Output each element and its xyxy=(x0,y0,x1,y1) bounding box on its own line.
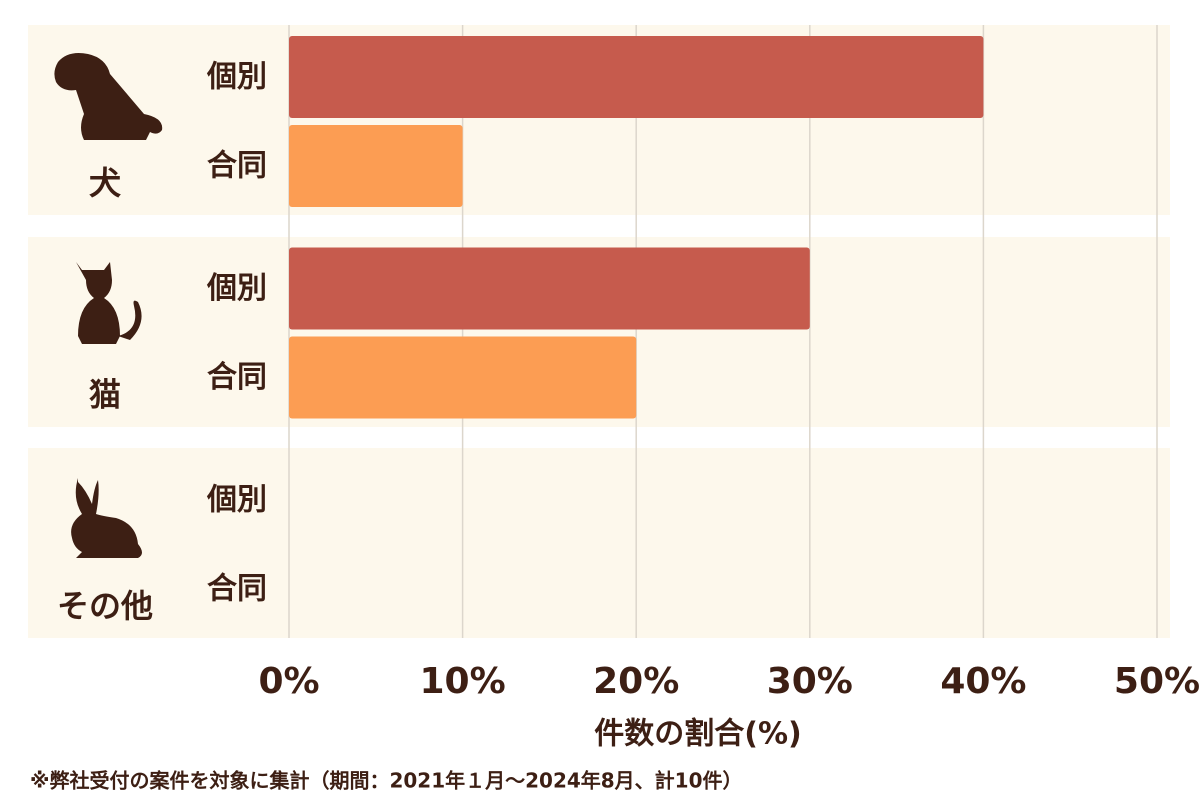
bar xyxy=(289,36,984,118)
dog-icon xyxy=(54,53,163,140)
series-label: 合同 xyxy=(207,360,267,395)
series-label: 合同 xyxy=(207,149,267,184)
series-label: 合同 xyxy=(207,572,267,607)
category-label: 猫 xyxy=(89,376,121,414)
category-label: その他 xyxy=(57,587,153,625)
x-tick-label: 40% xyxy=(940,661,1026,702)
x-tick-label: 20% xyxy=(593,661,679,702)
x-tick-label: 0% xyxy=(258,661,319,702)
category-label: 犬 xyxy=(89,164,121,202)
x-axis-title: 件数の割合(%) xyxy=(594,717,801,752)
footnote: ※弊社受付の案件を対象に集計（期間：2021年１月〜2024年8月、計10件） xyxy=(30,769,743,793)
cat-icon xyxy=(76,262,142,344)
series-label: 個別 xyxy=(206,60,267,95)
series-label: 個別 xyxy=(206,483,267,518)
bar xyxy=(289,336,637,419)
grid xyxy=(288,25,1158,638)
x-tick-label: 10% xyxy=(420,661,506,702)
x-tick-label: 50% xyxy=(1114,661,1200,702)
icons xyxy=(54,53,163,558)
series-label: 個別 xyxy=(206,271,267,306)
x-tick-label: 30% xyxy=(767,661,853,702)
plot xyxy=(289,36,984,419)
bar xyxy=(289,125,463,207)
rabbit-icon xyxy=(71,478,142,558)
group-band xyxy=(28,448,1170,638)
bar xyxy=(289,247,810,330)
